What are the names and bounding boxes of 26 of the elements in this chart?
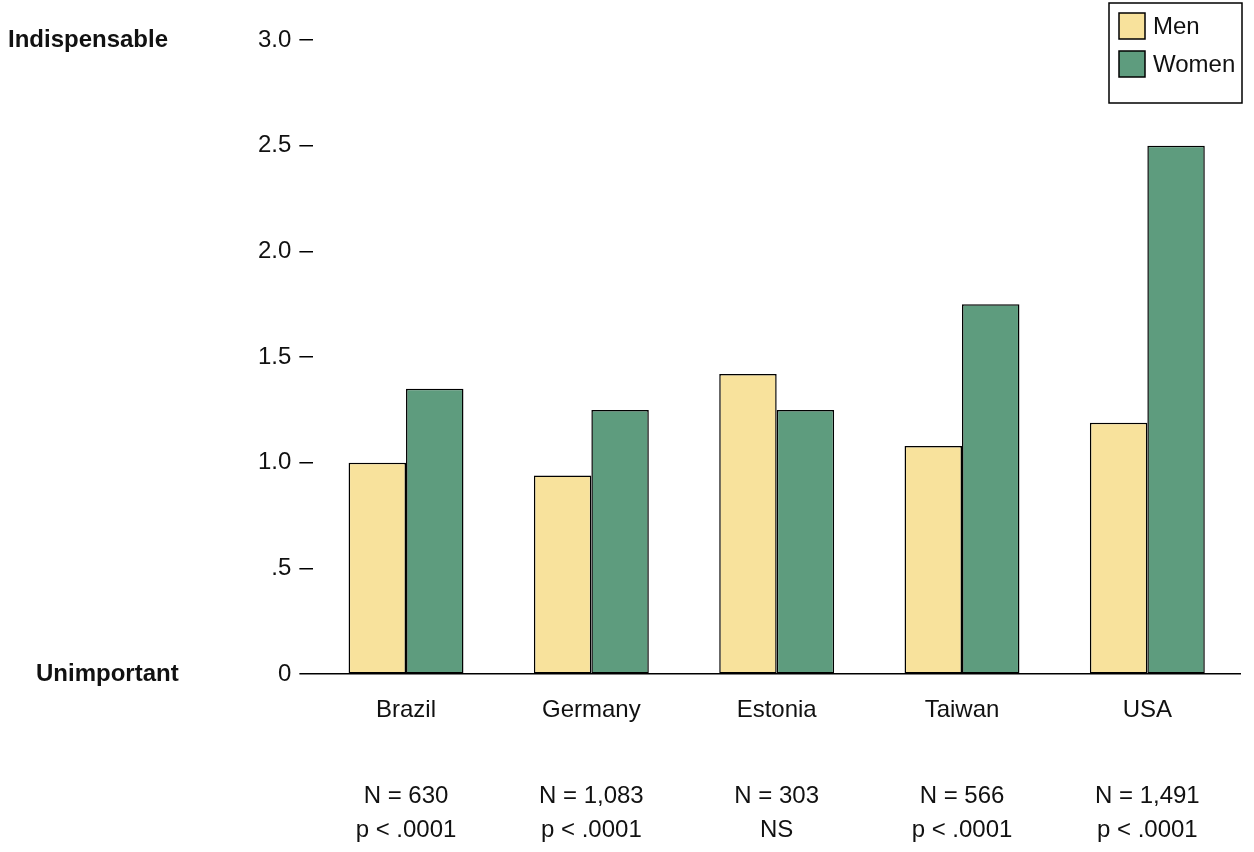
y-tick-label: 1.0	[257, 447, 292, 475]
text: p < .0001	[911, 814, 1013, 842]
text: p < .0001	[1096, 814, 1198, 842]
y-tick-label: 3.0	[257, 24, 292, 52]
text: N = 566	[919, 780, 1005, 808]
y-tick-label: 1.5	[257, 341, 292, 369]
y-tick-label: 0	[278, 658, 292, 686]
text: p < .0001	[355, 814, 457, 842]
x-tick-label: Germany	[542, 695, 641, 723]
x-tick-label: Estonia	[736, 695, 818, 723]
legend-label: Women	[1153, 49, 1236, 77]
text: p < .0001	[540, 814, 642, 842]
text: N = 630	[363, 780, 449, 808]
x-tick-label: Brazil	[376, 695, 437, 723]
text: NS	[760, 814, 794, 842]
y-tick-label: .5	[271, 553, 292, 581]
text: N = 303	[734, 780, 820, 808]
text: N = 1,083	[538, 780, 644, 808]
text: Indispensable	[8, 24, 169, 52]
x-tick-label: USA	[1122, 695, 1173, 723]
x-tick-label: Taiwan	[924, 695, 1000, 723]
text: Unimportant	[36, 658, 179, 686]
legend-label: Men	[1153, 11, 1200, 39]
y-tick-label: 2.0	[257, 236, 292, 264]
y-tick-label: 2.5	[257, 130, 292, 158]
text: N = 1,491	[1094, 780, 1200, 808]
